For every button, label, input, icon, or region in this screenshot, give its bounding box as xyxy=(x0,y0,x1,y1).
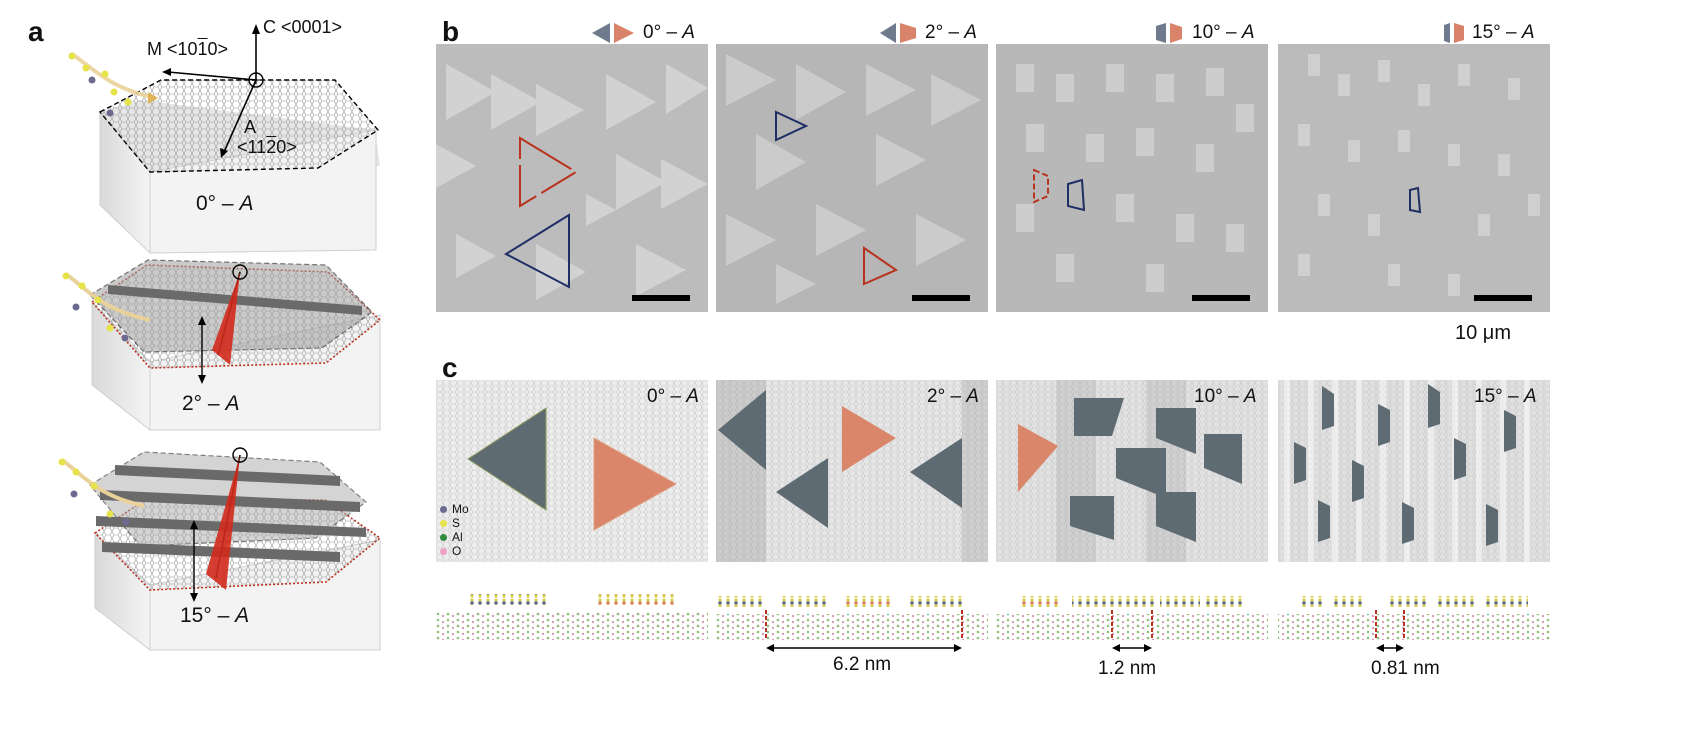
panel-label-c: c xyxy=(442,352,458,383)
axis-label-a: A xyxy=(244,117,257,137)
mo-atom-icon xyxy=(440,506,447,514)
panel-label-b: b xyxy=(442,16,460,47)
caption-b-15deg: 15° – A xyxy=(1472,22,1535,43)
simulation-2deg xyxy=(716,380,988,562)
scale-bar xyxy=(1192,295,1250,301)
legend-item-s: S xyxy=(440,516,460,530)
side-view-strips xyxy=(436,594,1550,652)
micrograph-15deg xyxy=(1278,44,1550,312)
micrograph-10deg xyxy=(996,44,1268,312)
crystal-label-15deg: 15° – A xyxy=(180,604,250,627)
simulation-10deg xyxy=(996,380,1268,562)
micrograph-0deg xyxy=(436,44,708,312)
scale-bar xyxy=(632,295,690,301)
crystal-schematic xyxy=(58,24,382,652)
simulation-15deg xyxy=(1278,380,1550,562)
axis-label-c: C <0001> xyxy=(263,17,343,37)
legend-item-al: Al xyxy=(440,530,463,544)
orientation-icon xyxy=(878,22,920,49)
scale-bar xyxy=(1474,295,1532,301)
measurement-0-81nm: 0.81 nm xyxy=(1371,658,1440,679)
crystal-label-0deg: 0° – A xyxy=(196,192,254,215)
caption-c-10deg: 10° – A xyxy=(1194,386,1257,407)
crystal-2deg xyxy=(62,259,382,432)
caption-b-2deg: 2° – A xyxy=(925,22,977,43)
orientation-icon xyxy=(1436,22,1472,49)
scale-bar-label: 10 μm xyxy=(1455,322,1511,344)
simulation-0deg: Mo S Al O xyxy=(436,380,708,562)
caption-c-0deg: 0° – A xyxy=(647,386,699,407)
axis-label-m: M <1010> xyxy=(147,39,229,59)
scale-bar xyxy=(912,295,970,301)
caption-b-10deg: 10° – A xyxy=(1192,22,1255,43)
micrograph-2deg xyxy=(716,44,988,312)
crystal-label-2deg: 2° – A xyxy=(182,392,240,415)
orientation-icon xyxy=(590,22,636,49)
caption-b-0deg: 0° – A xyxy=(643,22,695,43)
orientation-icon xyxy=(1150,22,1190,49)
caption-c-2deg: 2° – A xyxy=(927,386,979,407)
axis-label-a-direction: <1120> xyxy=(237,137,297,157)
measurement-1-2nm: 1.2 nm xyxy=(1098,658,1157,679)
s-atom-icon xyxy=(440,520,447,528)
measurement-6-2nm: 6.2 nm xyxy=(833,654,892,675)
crystal-15deg xyxy=(58,447,382,652)
legend-item-o: O xyxy=(440,544,461,558)
al-atom-icon xyxy=(440,534,447,542)
panel-label-a: a xyxy=(28,16,44,47)
legend-item-mo: Mo xyxy=(440,502,469,516)
o-atom-icon xyxy=(440,548,447,556)
caption-c-15deg: 15° – A xyxy=(1474,386,1537,407)
crystal-0deg xyxy=(68,24,380,255)
